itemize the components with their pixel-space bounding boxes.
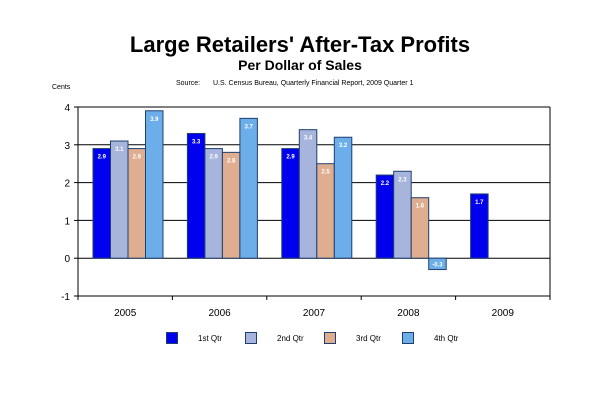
x-tick-label: 2006 [208, 308, 231, 319]
data-label: 2.9 [133, 155, 142, 161]
source-text: U.S. Census Bureau, Quarterly Financial … [213, 80, 414, 87]
bar-4th-qtr-2006 [239, 117, 258, 259]
bar-3rd-qtr-2006 [221, 151, 241, 259]
bar-4th-qtr-2007 [333, 136, 353, 259]
legend-swatch [166, 332, 178, 344]
legend-label: 4th Qtr [434, 333, 459, 343]
data-label: 1.7 [475, 200, 484, 206]
data-label: 2.9 [98, 155, 107, 161]
x-tick-label: 2008 [397, 308, 420, 319]
data-label: 1.6 [416, 204, 425, 210]
legend-label: 2nd Qtr [277, 333, 304, 343]
y-tick-label: -1 [61, 292, 70, 303]
y-axis-label: Cents [52, 84, 71, 91]
bar-4th-qtr-2005 [145, 110, 164, 259]
data-label: 3.7 [244, 124, 253, 130]
data-label: 2.2 [381, 181, 390, 187]
y-tick-label: 4 [64, 103, 70, 114]
bar-1st-qtr-2007 [281, 148, 300, 259]
legend-swatch [245, 332, 257, 344]
chart-title: Large Retailers' After-Tax Profits [129, 32, 471, 57]
bar-2nd-qtr-2008 [393, 170, 412, 259]
y-tick-label: 1 [64, 216, 70, 227]
data-label: 2.9 [209, 155, 218, 161]
data-label: 2.5 [321, 170, 330, 176]
y-tick-label: 3 [64, 141, 70, 152]
legend-swatch [324, 332, 336, 344]
data-label: 2.9 [286, 155, 295, 161]
bar-1st-qtr-2006 [186, 132, 206, 259]
bar-3rd-qtr-2007 [316, 163, 335, 259]
bar-1st-qtr-2008 [375, 174, 395, 259]
legend-swatch [402, 332, 414, 344]
chart-subtitle: Per Dollar of Sales [238, 57, 362, 73]
data-label: 2.3 [398, 177, 407, 183]
legend-label: 1st Qtr [198, 333, 223, 343]
x-tick-label: 2005 [114, 308, 137, 319]
x-tick-label: 2007 [303, 308, 326, 319]
data-label: 2.8 [227, 158, 236, 164]
data-label: 3.4 [304, 136, 313, 142]
legend-item: 2nd Qtr [245, 332, 304, 344]
bar-1st-qtr-2005 [92, 148, 111, 259]
y-tick-label: 2 [64, 179, 70, 190]
bar-2nd-qtr-2007 [298, 129, 318, 259]
y-tick-label: 0 [64, 254, 70, 265]
source-label: Source: [176, 80, 201, 87]
legend-label: 3rd Qtr [356, 333, 381, 343]
legend-item: 4th Qtr [402, 332, 458, 344]
bar-4th-qtr-2008 [428, 257, 447, 271]
data-label: 3.2 [339, 143, 348, 149]
bar-3rd-qtr-2005 [127, 148, 146, 259]
x-tick-label: 2009 [492, 308, 515, 319]
data-label: 3.1 [115, 147, 124, 153]
legend-item: 1st Qtr [166, 332, 222, 344]
bar-1st-qtr-2009 [470, 193, 489, 259]
data-label: -0.3 [432, 263, 443, 269]
data-label: 3.9 [150, 117, 159, 123]
bar-3rd-qtr-2008 [410, 197, 430, 259]
legend-item: 3rd Qtr [324, 332, 381, 344]
bar-2nd-qtr-2005 [110, 140, 129, 259]
bar-2nd-qtr-2006 [204, 148, 223, 259]
data-label: 3.3 [192, 139, 201, 145]
